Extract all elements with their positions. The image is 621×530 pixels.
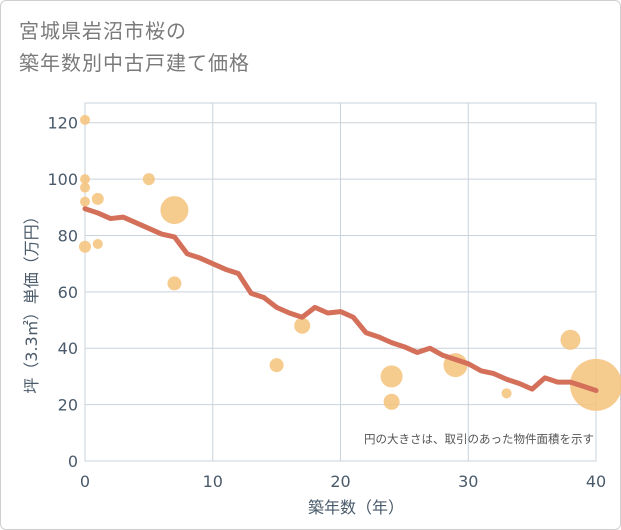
data-bubble [383,393,400,410]
grid-lines [84,103,597,462]
x-tick-label: 20 [330,472,350,491]
data-bubble [560,329,581,350]
data-bubble [501,388,512,399]
data-bubble [142,173,155,186]
trend-line-layer [82,206,599,394]
y-tick-labels: 0 20 40 60 80 100 120 [47,114,78,471]
data-bubble [160,196,189,225]
x-tick-label: 30 [458,472,478,491]
data-bubble [80,114,90,125]
data-bubble [380,365,403,388]
data-bubble [269,358,284,373]
data-bubble [294,317,311,334]
data-bubble [91,192,104,205]
y-tick-label: 20 [58,396,78,415]
y-tick-label: 100 [47,170,78,189]
y-tick-label: 80 [58,226,78,245]
data-bubble [92,238,103,249]
x-axis-label: 築年数（年） [308,498,404,517]
chart-title-line2: 築年数別中古戸建て価格 [19,51,250,75]
chart-title-line1: 宮城県岩沼市桜の [19,19,187,43]
y-tick-label: 60 [58,283,78,302]
size-note: 円の大きさは、取引のあった物件面積を示す [364,432,594,446]
data-bubble [80,182,90,193]
y-tick-label: 120 [47,114,78,133]
data-bubble [79,240,91,253]
trend-line [82,206,599,394]
data-bubble [167,276,182,291]
x-tick-label: 0 [80,472,90,491]
x-tick-labels: 0 10 20 30 40 [80,472,606,491]
data-bubble [80,174,90,185]
chart-title: 宮城県岩沼市桜の 築年数別中古戸建て価格 [19,15,250,79]
x-tick-label: 10 [203,472,223,491]
data-bubble [80,196,90,207]
y-tick-label: 0 [68,452,78,471]
x-tick-label: 40 [586,472,606,491]
y-axis-label: 坪（3.3㎡）単価（万円） [22,208,41,393]
data-bubble [570,358,621,411]
y-tick-label: 40 [58,339,78,358]
